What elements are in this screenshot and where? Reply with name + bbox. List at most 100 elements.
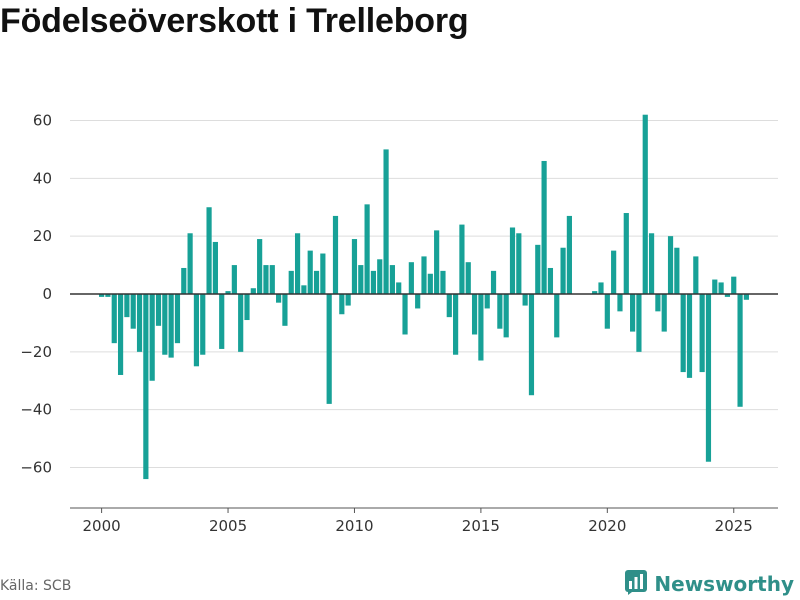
bar bbox=[459, 224, 465, 294]
bar bbox=[332, 215, 339, 294]
bar bbox=[111, 294, 117, 344]
bar bbox=[434, 230, 440, 294]
y-tick-label: −20 bbox=[20, 343, 52, 361]
bar bbox=[383, 149, 389, 294]
bar bbox=[648, 233, 655, 294]
bar bbox=[718, 282, 724, 294]
bar bbox=[402, 294, 408, 335]
bar bbox=[168, 294, 174, 358]
x-tick-label: 2025 bbox=[715, 517, 753, 535]
bar bbox=[339, 294, 345, 315]
bar bbox=[636, 294, 642, 352]
bar bbox=[294, 233, 301, 294]
bar bbox=[231, 265, 237, 294]
y-tick-label: 0 bbox=[42, 285, 52, 303]
bar bbox=[440, 270, 446, 294]
bars bbox=[99, 114, 749, 480]
y-tick-label: −40 bbox=[20, 401, 52, 419]
bar bbox=[623, 213, 629, 294]
bar bbox=[604, 294, 610, 329]
bar bbox=[712, 279, 718, 294]
bar bbox=[465, 262, 471, 294]
bar bbox=[516, 233, 522, 294]
bar bbox=[313, 270, 320, 294]
bar bbox=[490, 270, 497, 294]
bar bbox=[617, 294, 623, 312]
bar bbox=[162, 294, 168, 355]
bar bbox=[187, 233, 193, 294]
bar bbox=[592, 291, 598, 294]
bar bbox=[288, 270, 294, 294]
bar bbox=[396, 282, 402, 294]
bar bbox=[509, 227, 516, 294]
bar bbox=[427, 273, 433, 294]
bar bbox=[130, 294, 136, 329]
bar bbox=[421, 256, 427, 294]
bar bbox=[364, 204, 370, 294]
bar bbox=[554, 294, 560, 338]
bar bbox=[724, 294, 731, 297]
y-tick-label: 40 bbox=[33, 169, 52, 187]
bar bbox=[731, 276, 737, 294]
bar bbox=[307, 250, 313, 294]
bar bbox=[560, 247, 566, 294]
bar bbox=[276, 294, 282, 303]
x-tick-label: 2010 bbox=[335, 517, 373, 535]
bar bbox=[117, 294, 124, 375]
bar bbox=[200, 294, 206, 355]
axes: −60 −40 −20 0 20 40 60 2000 2005 2010 2015 2020 2025 bbox=[20, 111, 778, 535]
bar bbox=[263, 265, 269, 294]
bar bbox=[478, 294, 484, 361]
bar bbox=[408, 262, 414, 294]
bar bbox=[181, 267, 187, 294]
bar bbox=[611, 250, 617, 294]
bar bbox=[680, 294, 686, 373]
bar bbox=[212, 241, 218, 294]
bar bbox=[630, 294, 636, 332]
bar bbox=[244, 294, 250, 321]
bar bbox=[598, 282, 604, 294]
bar bbox=[193, 294, 200, 367]
bar bbox=[250, 288, 256, 294]
bar bbox=[345, 294, 351, 306]
bar bbox=[282, 294, 288, 326]
bar bbox=[99, 294, 105, 297]
bar bbox=[446, 294, 452, 318]
bar bbox=[155, 294, 162, 326]
bar bbox=[705, 294, 712, 462]
bar bbox=[320, 253, 326, 294]
bar bbox=[143, 294, 149, 480]
bar bbox=[124, 294, 130, 318]
bar bbox=[693, 256, 699, 294]
source-note: Källa: SCB bbox=[0, 578, 72, 594]
bar bbox=[453, 294, 459, 355]
bar bbox=[358, 265, 364, 294]
bar bbox=[737, 294, 743, 407]
bar bbox=[415, 294, 421, 309]
bar bbox=[497, 294, 503, 329]
bar bbox=[377, 259, 383, 294]
bar bbox=[389, 265, 395, 294]
bar bbox=[667, 236, 674, 294]
bar bbox=[566, 215, 572, 294]
bar bbox=[225, 291, 231, 294]
bar bbox=[174, 294, 181, 344]
y-tick-label: 60 bbox=[33, 111, 52, 129]
bar bbox=[219, 294, 225, 349]
bar bbox=[661, 294, 667, 332]
brand-name: Newsworthy bbox=[654, 572, 794, 596]
brand-logo: Newsworthy bbox=[624, 569, 794, 599]
x-tick-label: 2020 bbox=[588, 517, 626, 535]
bar bbox=[642, 114, 648, 295]
bar bbox=[351, 239, 358, 294]
bar bbox=[674, 247, 680, 294]
x-tick-label: 2005 bbox=[209, 517, 247, 535]
bar bbox=[503, 294, 509, 338]
bar bbox=[699, 294, 705, 373]
x-tick-label: 2000 bbox=[83, 517, 121, 535]
y-tick-label: 20 bbox=[33, 227, 52, 245]
bar bbox=[326, 294, 332, 404]
bar bbox=[136, 294, 143, 352]
bar bbox=[535, 244, 541, 294]
